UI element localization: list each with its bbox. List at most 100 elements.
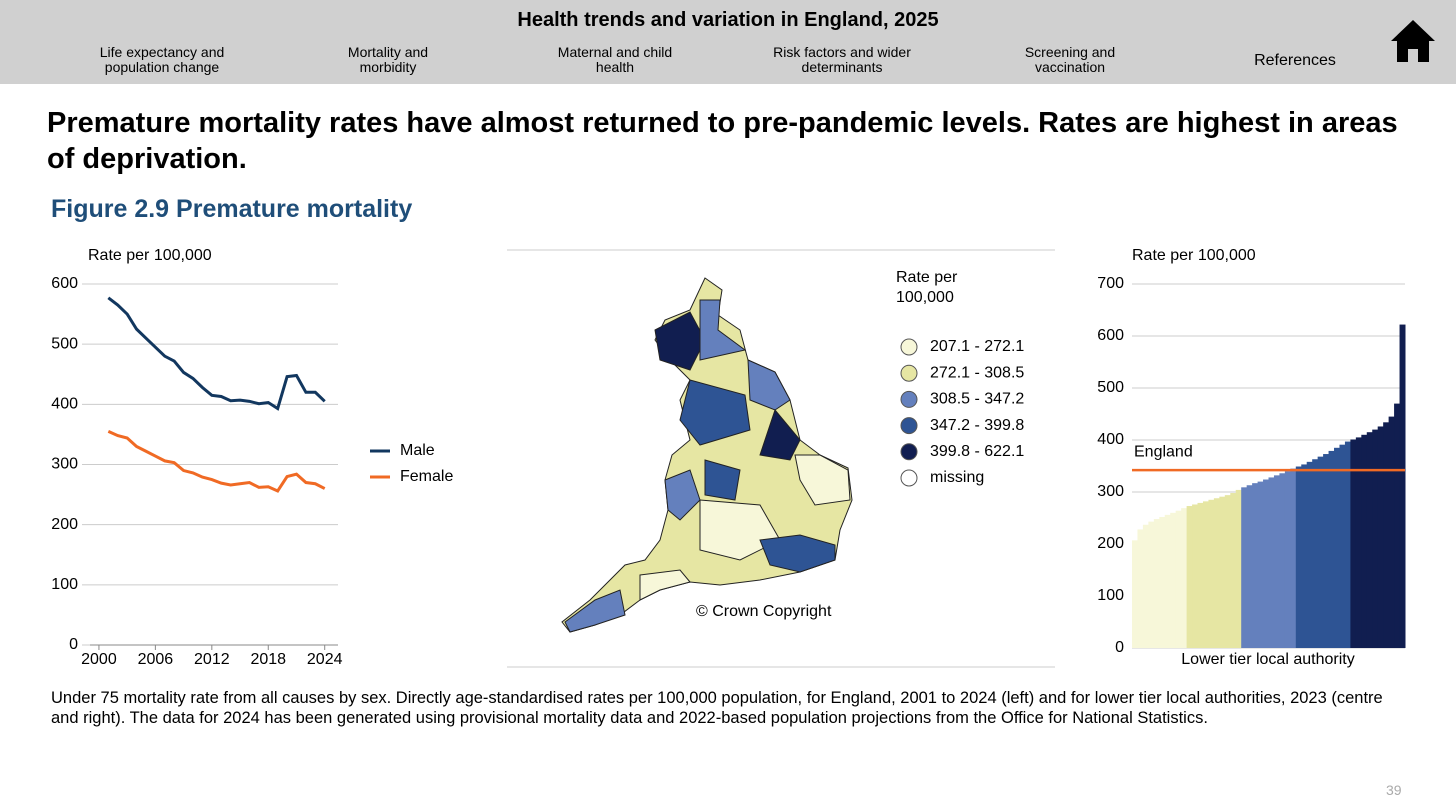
y-tick-label: 300 [1097, 483, 1124, 500]
bar [1306, 461, 1313, 648]
bar [1181, 508, 1188, 648]
bar [1334, 447, 1340, 648]
y-tick-label: 300 [51, 456, 78, 473]
map-copyright: © Crown Copyright [696, 603, 832, 620]
report-title: Health trends and variation in England, … [517, 9, 939, 31]
bar [1159, 516, 1166, 648]
legend-label: 347.2 - 399.8 [930, 417, 1024, 434]
bar [1268, 477, 1275, 648]
x-axis-label: Lower tier local authority [1181, 651, 1354, 668]
x-tick-label: 2012 [194, 651, 230, 668]
bar [1148, 521, 1155, 648]
x-tick-label: 2024 [307, 651, 343, 668]
bar [1290, 468, 1297, 648]
y-tick-label: 100 [51, 576, 78, 593]
legend-label: Male [400, 442, 435, 459]
y-tick-label: 400 [51, 396, 78, 413]
map [561, 277, 853, 633]
legend-label: 272.1 - 308.5 [930, 364, 1024, 381]
y-axis-label: Rate per 100,000 [1132, 247, 1256, 264]
legend-label: 308.5 - 347.2 [930, 391, 1024, 408]
bar [1257, 481, 1264, 648]
bar [1263, 479, 1269, 648]
y-tick-label: 200 [51, 516, 78, 533]
bar [1252, 483, 1259, 648]
bar [1350, 439, 1357, 648]
bar [1164, 514, 1171, 648]
x-tick-label: 2018 [250, 651, 286, 668]
x-tick-label: 2000 [81, 651, 117, 668]
bar [1284, 471, 1291, 648]
x-tick-label: 2006 [138, 651, 174, 668]
bar [1295, 466, 1302, 648]
bar [1273, 475, 1280, 648]
bar [1224, 495, 1231, 648]
nav-link[interactable]: Screening and vaccination [1024, 44, 1116, 75]
bar [1192, 504, 1199, 648]
y-tick-label: 100 [1097, 587, 1124, 604]
reference-label: England [1134, 443, 1193, 460]
bar [1388, 416, 1395, 648]
legend-label: missing [930, 469, 984, 486]
bar [1246, 485, 1253, 648]
legend-swatch [900, 390, 918, 408]
line-series [107, 430, 326, 493]
bar [1377, 426, 1384, 648]
map-legend-title: Rate per 100,000 [896, 269, 958, 306]
y-tick-label: 600 [51, 275, 78, 292]
legend-label: 207.1 - 272.1 [930, 338, 1024, 355]
bar [1361, 434, 1368, 648]
bar [1339, 444, 1346, 648]
bar [1279, 473, 1286, 648]
nav-link[interactable]: References [1254, 52, 1336, 69]
bar [1355, 437, 1362, 648]
y-tick-label: 700 [1097, 275, 1124, 292]
bar [1230, 493, 1237, 648]
bar [1312, 459, 1319, 648]
legend-swatch [900, 417, 918, 435]
bar [1383, 422, 1390, 648]
bar [1213, 498, 1220, 648]
bar [1132, 540, 1138, 648]
legend-swatch [900, 364, 918, 382]
bar [1235, 489, 1242, 648]
caption: Under 75 mortality rate from all causes … [51, 689, 1383, 727]
bar [1219, 496, 1226, 648]
bar [1197, 502, 1204, 648]
bar [1137, 529, 1144, 648]
bar [1142, 524, 1149, 648]
bar [1208, 499, 1215, 648]
y-tick-label: 0 [1115, 639, 1124, 656]
nav-link[interactable]: Maternal and child health [557, 44, 673, 75]
nav-link[interactable]: Mortality and morbidity [347, 44, 429, 75]
bar [1328, 450, 1335, 648]
legend-swatch [900, 443, 918, 461]
y-tick-label: 500 [1097, 379, 1124, 396]
legend-swatch [900, 469, 918, 487]
nav-link[interactable]: Life expectancy and population change [99, 44, 225, 75]
bar [1366, 432, 1373, 648]
bar [1399, 324, 1406, 648]
nav-bar: Health trends and variation in England, … [0, 0, 1456, 84]
bar [1317, 456, 1324, 648]
line-series [107, 296, 326, 411]
y-tick-label: 600 [1097, 327, 1124, 344]
home-button[interactable] [1390, 18, 1436, 64]
legend-swatch [900, 338, 918, 356]
bar [1175, 510, 1182, 648]
bar [1394, 403, 1401, 648]
bar [1323, 454, 1330, 648]
bar [1372, 429, 1379, 648]
nav-link[interactable]: Risk factors and wider determinants [773, 44, 911, 75]
bar [1301, 464, 1308, 648]
bar [1170, 512, 1177, 648]
legend-label: 399.8 - 622.1 [930, 443, 1024, 460]
page-number: 39 [1386, 782, 1402, 798]
bar [1241, 487, 1248, 648]
y-tick-label: 500 [51, 335, 78, 352]
y-tick-label: 0 [69, 636, 78, 653]
bar [1153, 519, 1160, 648]
bar [1344, 441, 1351, 648]
figure-title: Figure 2.9 Premature mortality [51, 195, 413, 223]
